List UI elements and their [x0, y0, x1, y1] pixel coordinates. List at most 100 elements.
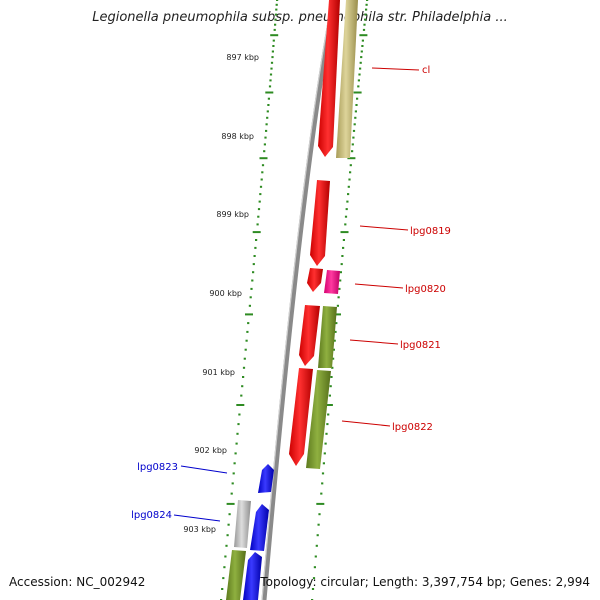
ruler-minor-tick — [356, 97, 359, 100]
ruler-minor-tick — [263, 150, 266, 153]
leader-line-lpg0821 — [349, 339, 399, 345]
ruler-minor-tick — [272, 45, 275, 47]
ruler-minor-tick — [348, 178, 351, 181]
gene-lpg0824-function — [234, 500, 251, 548]
ruler-label-901: 901 kbp — [202, 368, 235, 377]
ruler-minor-tick — [342, 239, 345, 241]
ruler-minor-tick — [245, 339, 248, 342]
ruler-minor-tick — [223, 566, 226, 569]
ruler-minor-tick — [345, 208, 348, 211]
gene-label-lpg0819[interactable]: lpg0819 — [410, 226, 451, 237]
ruler-minor-tick — [260, 178, 263, 181]
gene-label-lpg0820[interactable]: lpg0820 — [405, 284, 446, 295]
ruler-minor-tick — [339, 271, 342, 274]
ruler-minor-tick — [320, 492, 323, 495]
ruler-minor-tick — [351, 150, 354, 153]
ruler-minor-tick — [269, 73, 273, 76]
ruler-minor-tick — [271, 50, 274, 53]
ruler-minor-tick — [347, 193, 350, 196]
ruler-minor-tick — [254, 246, 257, 249]
ruler-label-900: 900 kbp — [209, 289, 242, 298]
ruler-minor-tick — [362, 28, 366, 31]
ruler-major-tick — [324, 404, 333, 406]
ruler-label-903: 903 kbp — [183, 525, 216, 534]
ruler-major-tick — [259, 157, 268, 160]
genome-backbone-highlight — [261, 0, 333, 600]
ruler-minor-tick — [324, 442, 327, 445]
ruler-minor-tick — [242, 376, 245, 378]
gene-lpg0822[interactable] — [289, 368, 313, 466]
ruler-minor-tick — [241, 385, 244, 388]
gene-label-cl[interactable]: cl — [422, 65, 430, 76]
ruler-minor-tick — [322, 462, 325, 465]
ruler-major-tick — [359, 34, 368, 37]
ruler-major-tick — [236, 404, 245, 406]
gene-lpg0819[interactable] — [310, 180, 330, 266]
ruler-minor-tick — [259, 185, 263, 188]
ruler-minor-tick — [250, 287, 253, 290]
gene-label-lpg0824[interactable]: lpg0824 — [131, 510, 172, 521]
ruler-minor-tick — [357, 85, 360, 88]
ruler-minor-tick — [355, 104, 358, 106]
gene-lpg0821[interactable] — [299, 305, 320, 366]
ruler-minor-tick — [328, 394, 331, 397]
ruler-minor-tick — [247, 322, 250, 325]
gene-cl-function — [336, 0, 358, 158]
ruler-minor-tick — [360, 56, 363, 59]
gene-label-lpg0823[interactable]: lpg0823 — [137, 462, 178, 473]
ruler-minor-tick — [317, 523, 320, 526]
ruler-minor-tick — [311, 588, 315, 590]
ruler-minor-tick — [347, 185, 350, 188]
ruler-minor-tick — [252, 271, 255, 274]
ruler-minor-tick — [342, 246, 345, 249]
ruler-minor-tick — [268, 85, 272, 88]
ruler-major-tick — [316, 502, 325, 505]
ruler-minor-tick — [326, 423, 329, 426]
ruler-tick-track — [220, 0, 279, 600]
ruler-minor-tick — [233, 462, 236, 465]
ruler-minor-tick — [359, 67, 362, 70]
ruler-minor-tick — [327, 413, 330, 416]
ruler-minor-tick — [264, 136, 267, 139]
ruler-minor-tick — [274, 23, 277, 26]
ruler-minor-tick — [321, 482, 324, 485]
ruler-minor-tick — [235, 442, 238, 445]
ruler-minor-tick — [329, 385, 332, 388]
ruler-minor-tick — [248, 304, 251, 307]
gene-lpg0823[interactable] — [258, 464, 274, 493]
ruler-minor-tick — [349, 171, 352, 174]
ruler-minor-tick — [238, 413, 241, 416]
ruler-minor-tick — [366, 0, 369, 1]
gene-next-blue[interactable] — [243, 552, 262, 600]
gene-label-lpg0822[interactable]: lpg0822 — [392, 422, 433, 433]
ruler-minor-tick — [232, 472, 235, 475]
ruler-minor-tick — [354, 116, 357, 119]
ruler-minor-tick — [361, 39, 364, 42]
ruler-minor-tick — [270, 67, 273, 70]
ruler-major-tick — [252, 231, 261, 234]
ruler-minor-tick — [346, 200, 349, 203]
ruler-minor-tick — [251, 279, 254, 282]
ruler-minor-tick — [227, 523, 230, 526]
gene-lpg0824[interactable] — [250, 504, 269, 551]
leader-line-lpg0819 — [359, 225, 409, 231]
ruler-minor-tick — [272, 39, 275, 42]
gene-lpg0820[interactable] — [324, 270, 340, 294]
ruler-major-tick — [265, 91, 274, 94]
ruler-minor-tick — [352, 136, 355, 139]
gene-label-lpg0821[interactable]: lpg0821 — [400, 340, 441, 351]
ruler-minor-tick — [237, 423, 240, 426]
ruler-minor-tick — [236, 432, 239, 435]
ruler-minor-tick — [234, 452, 237, 455]
ruler-minor-tick — [267, 97, 270, 100]
gene-lpg0820-red[interactable] — [307, 268, 323, 292]
ruler-minor-tick — [337, 296, 340, 299]
leader-line-lpg0820 — [354, 283, 404, 289]
ruler-minor-tick — [267, 104, 270, 106]
ruler-minor-tick — [335, 322, 338, 325]
ruler-minor-tick — [331, 366, 334, 369]
ruler-minor-tick — [340, 263, 343, 266]
gene-cl[interactable] — [318, 0, 340, 157]
ruler-minor-tick — [341, 255, 344, 257]
ruler-minor-tick — [318, 513, 321, 516]
